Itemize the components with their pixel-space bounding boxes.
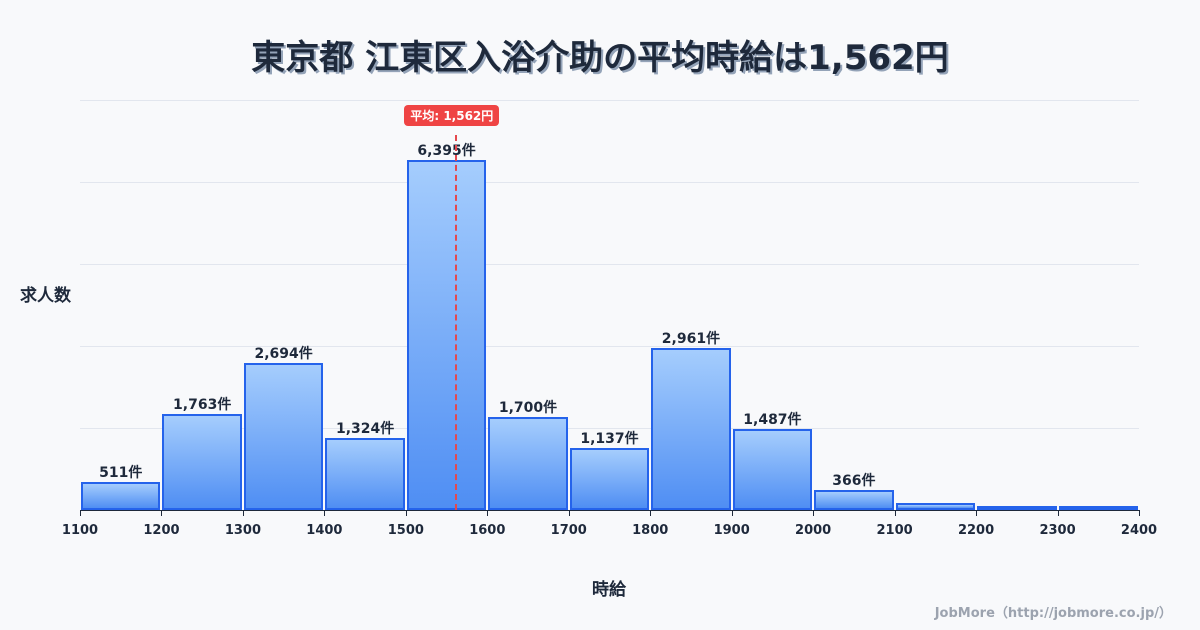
x-tick-label: 2000 xyxy=(795,523,832,538)
gridline xyxy=(80,100,1139,101)
bar-value-label: 2,694件 xyxy=(254,345,313,362)
x-tick-label: 1800 xyxy=(632,523,669,538)
mean-line xyxy=(455,135,458,510)
histogram-bar xyxy=(895,502,976,510)
bar-value-label: 366件 xyxy=(832,472,876,489)
x-axis xyxy=(80,510,1139,511)
gridline xyxy=(80,428,1139,429)
histogram-bar xyxy=(162,413,242,510)
bar-value-label: 511件 xyxy=(99,465,143,482)
x-tick xyxy=(650,510,652,516)
x-tick xyxy=(80,510,81,516)
x-tick-label: 1200 xyxy=(143,523,180,538)
histogram-bar xyxy=(243,362,324,510)
x-tick xyxy=(568,510,570,516)
x-tick xyxy=(731,510,733,516)
x-tick-label: 1500 xyxy=(387,523,424,538)
bar-value-label: 1,137件 xyxy=(580,430,639,447)
x-tick-label: 1100 xyxy=(61,523,99,538)
plot-area: 511件 1,763件 2,694件 1,324件 6,395件 1,700件 1,137件… xyxy=(80,100,1139,511)
x-tick xyxy=(976,510,978,516)
bar-value-label: 2,961件 xyxy=(661,331,721,348)
histogram-bar xyxy=(651,348,731,510)
bar-value-label: 1,324件 xyxy=(335,420,395,437)
x-tick-label: 2200 xyxy=(957,523,995,538)
histogram-bar xyxy=(732,428,813,510)
x-axis-label: 時給 xyxy=(592,580,626,600)
x-tick-label: 1900 xyxy=(713,523,750,538)
x-tick xyxy=(1057,510,1059,516)
gridline xyxy=(80,182,1139,183)
histogram-bar xyxy=(1058,506,1138,510)
x-tick xyxy=(894,510,896,516)
bar-value-label: 1,700件 xyxy=(498,400,558,417)
x-tick-label: 1600 xyxy=(469,523,506,538)
x-tick xyxy=(242,510,244,516)
x-tick-label: 1400 xyxy=(306,523,343,538)
histogram-bar xyxy=(81,482,161,510)
bar-value-label: 6,395件 xyxy=(417,143,476,160)
chart-title: 東京都 江東区入浴介助の平均時給は1,562円 xyxy=(251,38,949,78)
x-tick xyxy=(813,510,815,516)
histogram-bar xyxy=(406,160,487,510)
bar-value-label: 1,763件 xyxy=(173,396,232,413)
x-tick xyxy=(1139,510,1140,516)
gridline xyxy=(80,264,1139,265)
x-tick xyxy=(487,510,489,516)
x-tick xyxy=(324,510,326,516)
histogram-bar xyxy=(325,437,405,510)
bar-value-label: 1,487件 xyxy=(743,411,802,428)
x-tick-label: 2300 xyxy=(1039,523,1076,538)
histogram-bar xyxy=(814,490,894,510)
x-tick-label: 2100 xyxy=(876,523,913,538)
x-tick xyxy=(161,510,163,516)
histogram-bar xyxy=(569,447,650,510)
x-tick-label: 2400 xyxy=(1120,523,1158,538)
mean-badge: 平均: 1,562円 xyxy=(404,105,500,126)
histogram-bar xyxy=(488,417,568,510)
x-tick-label: 1300 xyxy=(224,523,262,538)
y-axis-label: 求人数 xyxy=(20,286,71,306)
histogram-bar xyxy=(977,506,1057,510)
x-tick xyxy=(405,510,407,516)
x-tick-label: 1700 xyxy=(550,523,587,538)
credit-text: JobMore（http://jobmore.co.jp/） xyxy=(934,606,1172,621)
gridline xyxy=(80,346,1139,347)
